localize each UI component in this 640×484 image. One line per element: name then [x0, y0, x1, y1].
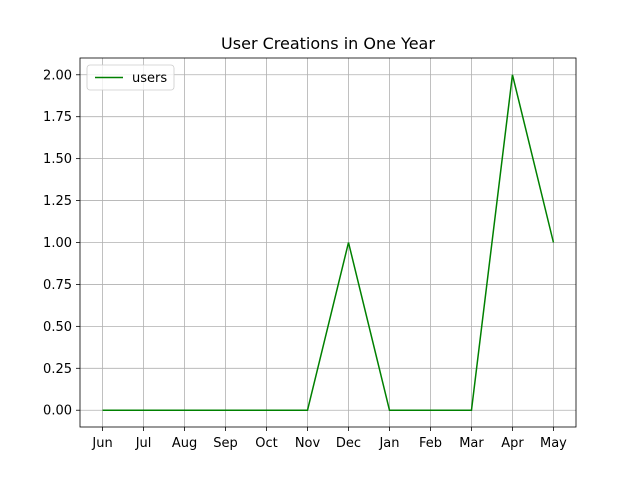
- y-tick-label: 1.75: [43, 110, 72, 125]
- x-tick-label: Mar: [459, 436, 484, 451]
- legend-label: users: [132, 71, 167, 86]
- legend: users: [87, 65, 174, 90]
- x-tick-label: Aug: [172, 436, 197, 451]
- x-tick-label: Nov: [295, 436, 321, 451]
- y-tick-label: 2.00: [43, 68, 72, 83]
- x-tick-label: Jun: [91, 436, 112, 451]
- chart-title: User Creations in One Year: [221, 34, 435, 53]
- y-tick-label: 0.75: [43, 278, 72, 293]
- x-tick-label: Dec: [336, 436, 361, 451]
- y-tick-label: 1.00: [43, 236, 72, 251]
- x-tick-label: Feb: [419, 436, 442, 451]
- x-tick-label: Sep: [213, 436, 238, 451]
- x-tick-label: Jul: [135, 436, 152, 451]
- y-tick-label: 0.25: [43, 362, 72, 377]
- x-tick-label: May: [540, 436, 567, 451]
- y-tick-label: 1.25: [43, 194, 72, 209]
- y-tick-label: 1.50: [43, 152, 72, 167]
- x-tick-label: Jan: [378, 436, 399, 451]
- x-tick-label: Apr: [501, 436, 524, 451]
- x-tick-label: Oct: [255, 436, 277, 451]
- y-tick-label: 0.00: [43, 404, 72, 419]
- y-tick-label: 0.50: [43, 320, 72, 335]
